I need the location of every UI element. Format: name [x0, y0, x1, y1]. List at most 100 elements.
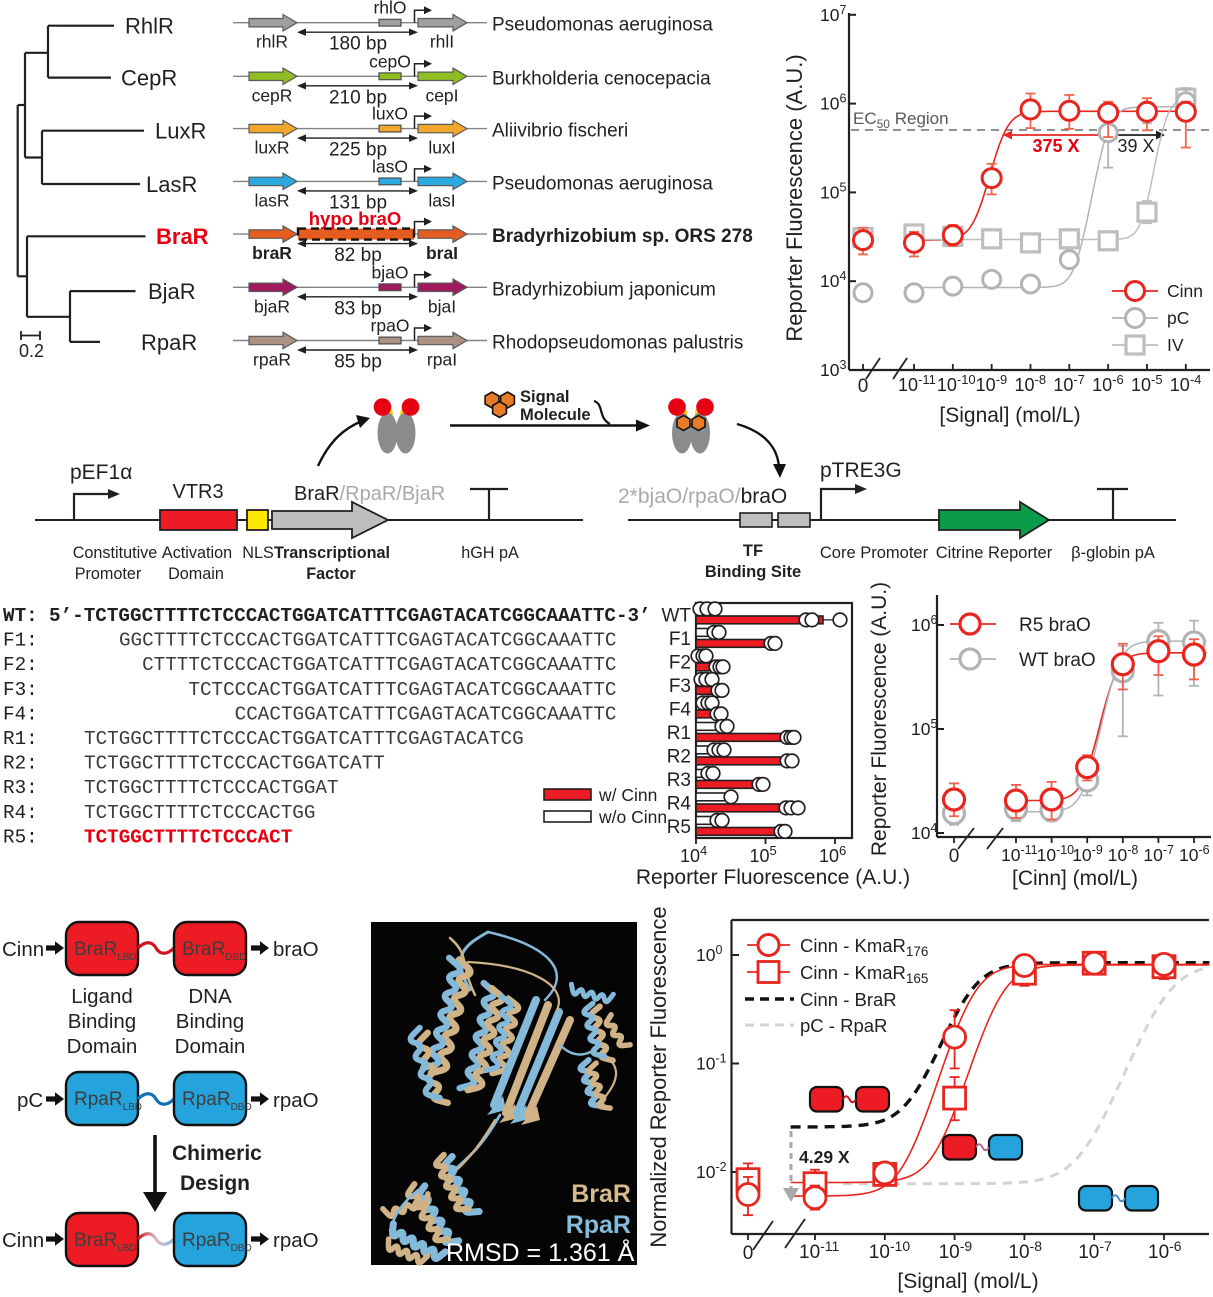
svg-text:luxO: luxO	[372, 104, 408, 124]
svg-text:Constitutive: Constitutive	[73, 544, 158, 562]
svg-text:CTTTTCTCCCACTGGATCATTTCGAGTACA: CTTTTCTCCCACTGGATCATTTCGAGTACATCGGCAAATT…	[142, 654, 616, 676]
svg-text:0: 0	[858, 376, 869, 397]
svg-text:WT: WT	[661, 606, 691, 627]
svg-text:Pseudomonas aeruginosa: Pseudomonas aeruginosa	[492, 15, 713, 36]
svg-text:R2:: R2:	[3, 753, 38, 775]
svg-text:pC: pC	[1167, 308, 1189, 328]
svg-text:w/ Cinn: w/ Cinn	[598, 785, 657, 805]
svg-text:RMSD = 1.361 Å: RMSD = 1.361 Å	[446, 1237, 635, 1267]
svg-text:10-8: 10-8	[1008, 1238, 1042, 1263]
svg-text:R4: R4	[667, 794, 692, 815]
svg-text:rpaO: rpaO	[273, 1229, 319, 1252]
svg-text:lasR: lasR	[254, 190, 289, 210]
svg-text:131 bp: 131 bp	[329, 192, 387, 213]
svg-text:[Signal] (mol/L): [Signal] (mol/L)	[897, 1270, 1038, 1293]
svg-text:[Signal] (mol/L): [Signal] (mol/L)	[939, 404, 1080, 427]
svg-text:WT:: WT:	[3, 605, 38, 627]
svg-text:rpaO: rpaO	[371, 316, 410, 336]
svg-text:TCTGGCTTTTCTCCCACTGGAT: TCTGGCTTTTCTCCCACTGGAT	[84, 777, 339, 799]
svg-text:rpaI: rpaI	[427, 350, 457, 370]
svg-text:Signal: Signal	[520, 388, 570, 406]
svg-text:rpaO: rpaO	[273, 1089, 319, 1112]
svg-text:cepR: cepR	[252, 85, 293, 105]
svg-text:210 bp: 210 bp	[329, 87, 387, 108]
svg-text:Domain: Domain	[67, 1035, 138, 1058]
svg-text:0: 0	[949, 846, 960, 867]
svg-text:Design: Design	[180, 1172, 250, 1195]
svg-text:BraR: BraR	[571, 1180, 631, 1208]
svg-text:braO: braO	[273, 938, 319, 961]
svg-text:[Cinn] (mol/L): [Cinn] (mol/L)	[1012, 867, 1138, 890]
svg-text:pEF1α: pEF1α	[70, 461, 132, 484]
svg-text:Cinn: Cinn	[2, 938, 44, 961]
svg-text:Citrine Reporter: Citrine Reporter	[936, 544, 1053, 562]
svg-text:lasO: lasO	[372, 156, 408, 176]
svg-text:180 bp: 180 bp	[329, 34, 387, 55]
svg-text:R1:: R1:	[3, 728, 38, 750]
svg-text:F3: F3	[669, 676, 691, 697]
svg-text:rpaR: rpaR	[253, 350, 291, 370]
svg-text:Cinn - BraR: Cinn - BraR	[800, 989, 897, 1010]
svg-text:R3:: R3:	[3, 777, 38, 799]
svg-text:Domain: Domain	[168, 565, 224, 583]
svg-text:Aliivibrio fischeri: Aliivibrio fischeri	[492, 121, 628, 142]
svg-text:RpaR: RpaR	[141, 330, 197, 355]
svg-text:CepR: CepR	[121, 66, 177, 91]
svg-text:F2:: F2:	[3, 654, 38, 676]
svg-text:BraR/RpaR/BjaR: BraR/RpaR/BjaR	[294, 483, 445, 505]
svg-text:Transcriptional: Transcriptional	[274, 544, 390, 562]
svg-text:rhlO: rhlO	[373, 0, 406, 18]
svg-text:Core Promoter: Core Promoter	[820, 544, 929, 562]
svg-text:39 X: 39 X	[1117, 136, 1154, 156]
svg-text:LuxR: LuxR	[155, 119, 206, 144]
svg-text:luxI: luxI	[428, 138, 455, 158]
svg-text:Molecule: Molecule	[520, 406, 591, 424]
svg-text:10-11: 10-11	[799, 1238, 840, 1263]
svg-text:375 X: 375 X	[1032, 136, 1079, 156]
svg-text:w/o Cinn: w/o Cinn	[598, 807, 667, 827]
svg-text:R1: R1	[667, 723, 691, 744]
svg-text:TCTCCCACTGGATCATTTCGAGTACATCGG: TCTCCCACTGGATCATTTCGAGTACATCGGCAAATTC	[188, 679, 616, 701]
svg-text:CCACTGGATCATTTCGAGTACATCGGCAAA: CCACTGGATCATTTCGAGTACATCGGCAAATTC	[235, 703, 617, 725]
svg-text:lasI: lasI	[428, 190, 455, 210]
svg-text:Factor: Factor	[306, 565, 356, 583]
svg-text:VTR3: VTR3	[172, 481, 223, 503]
svg-text:Chimeric: Chimeric	[172, 1142, 262, 1165]
svg-text:pC - RpaR: pC - RpaR	[800, 1015, 887, 1036]
svg-text:82 bp: 82 bp	[334, 245, 382, 266]
svg-text:Domain: Domain	[175, 1035, 246, 1058]
svg-text:10-7: 10-7	[1078, 1238, 1112, 1263]
svg-text:luxR: luxR	[254, 138, 289, 158]
svg-text:WT braO: WT braO	[1019, 650, 1096, 671]
svg-text:4.29 X: 4.29 X	[799, 1147, 850, 1167]
svg-text:F2: F2	[669, 653, 691, 674]
svg-text:225 bp: 225 bp	[329, 140, 387, 161]
svg-text:pTRE3G: pTRE3G	[820, 459, 902, 482]
svg-text:cepO: cepO	[369, 51, 411, 71]
svg-text:Ligand: Ligand	[71, 985, 133, 1008]
svg-text:Reporter Fluorescence (A.U.): Reporter Fluorescence (A.U.)	[782, 54, 807, 341]
svg-text:F4:: F4:	[3, 703, 38, 725]
svg-text:IV: IV	[1167, 335, 1184, 355]
svg-text:EC50 Region: EC50 Region	[853, 109, 949, 131]
svg-text:braR: braR	[252, 243, 292, 263]
svg-text:GGCTTTTCTCCCACTGGATCATTTCGAGTA: GGCTTTTCTCCCACTGGATCATTTCGAGTACATCGGCAAA…	[119, 630, 617, 652]
svg-text:83 bp: 83 bp	[334, 298, 382, 319]
svg-text:TCTGGCTTTTCTCCCACTGGATCATTTCGA: TCTGGCTTTTCTCCCACTGGATCATTTCGAGTACATCG	[84, 728, 524, 750]
svg-text:R2: R2	[667, 747, 691, 768]
svg-text:Pseudomonas aeruginosa: Pseudomonas aeruginosa	[492, 173, 713, 194]
svg-text:hGH pA: hGH pA	[461, 544, 519, 562]
svg-text:F1: F1	[669, 629, 691, 650]
svg-text:TCTGGCTTTTCTCCCACTGG: TCTGGCTTTTCTCCCACTGG	[84, 802, 315, 824]
svg-text:cepI: cepI	[425, 85, 458, 105]
svg-text:F1:: F1:	[3, 630, 38, 652]
svg-text:hypo braO: hypo braO	[309, 208, 402, 229]
svg-text:β-globin pA: β-globin pA	[1071, 544, 1155, 562]
svg-text:0: 0	[743, 1243, 754, 1264]
svg-text:Rhodopseudomonas palustris: Rhodopseudomonas palustris	[492, 333, 743, 354]
svg-text:BjaR: BjaR	[148, 279, 196, 304]
svg-text:RpaR: RpaR	[566, 1211, 631, 1239]
svg-text:TCTGGCTTTTCTCCCACT: TCTGGCTTTTCTCCCACT	[84, 826, 292, 848]
svg-text:R4:: R4:	[3, 802, 38, 824]
svg-text:R5 braO: R5 braO	[1019, 615, 1091, 636]
